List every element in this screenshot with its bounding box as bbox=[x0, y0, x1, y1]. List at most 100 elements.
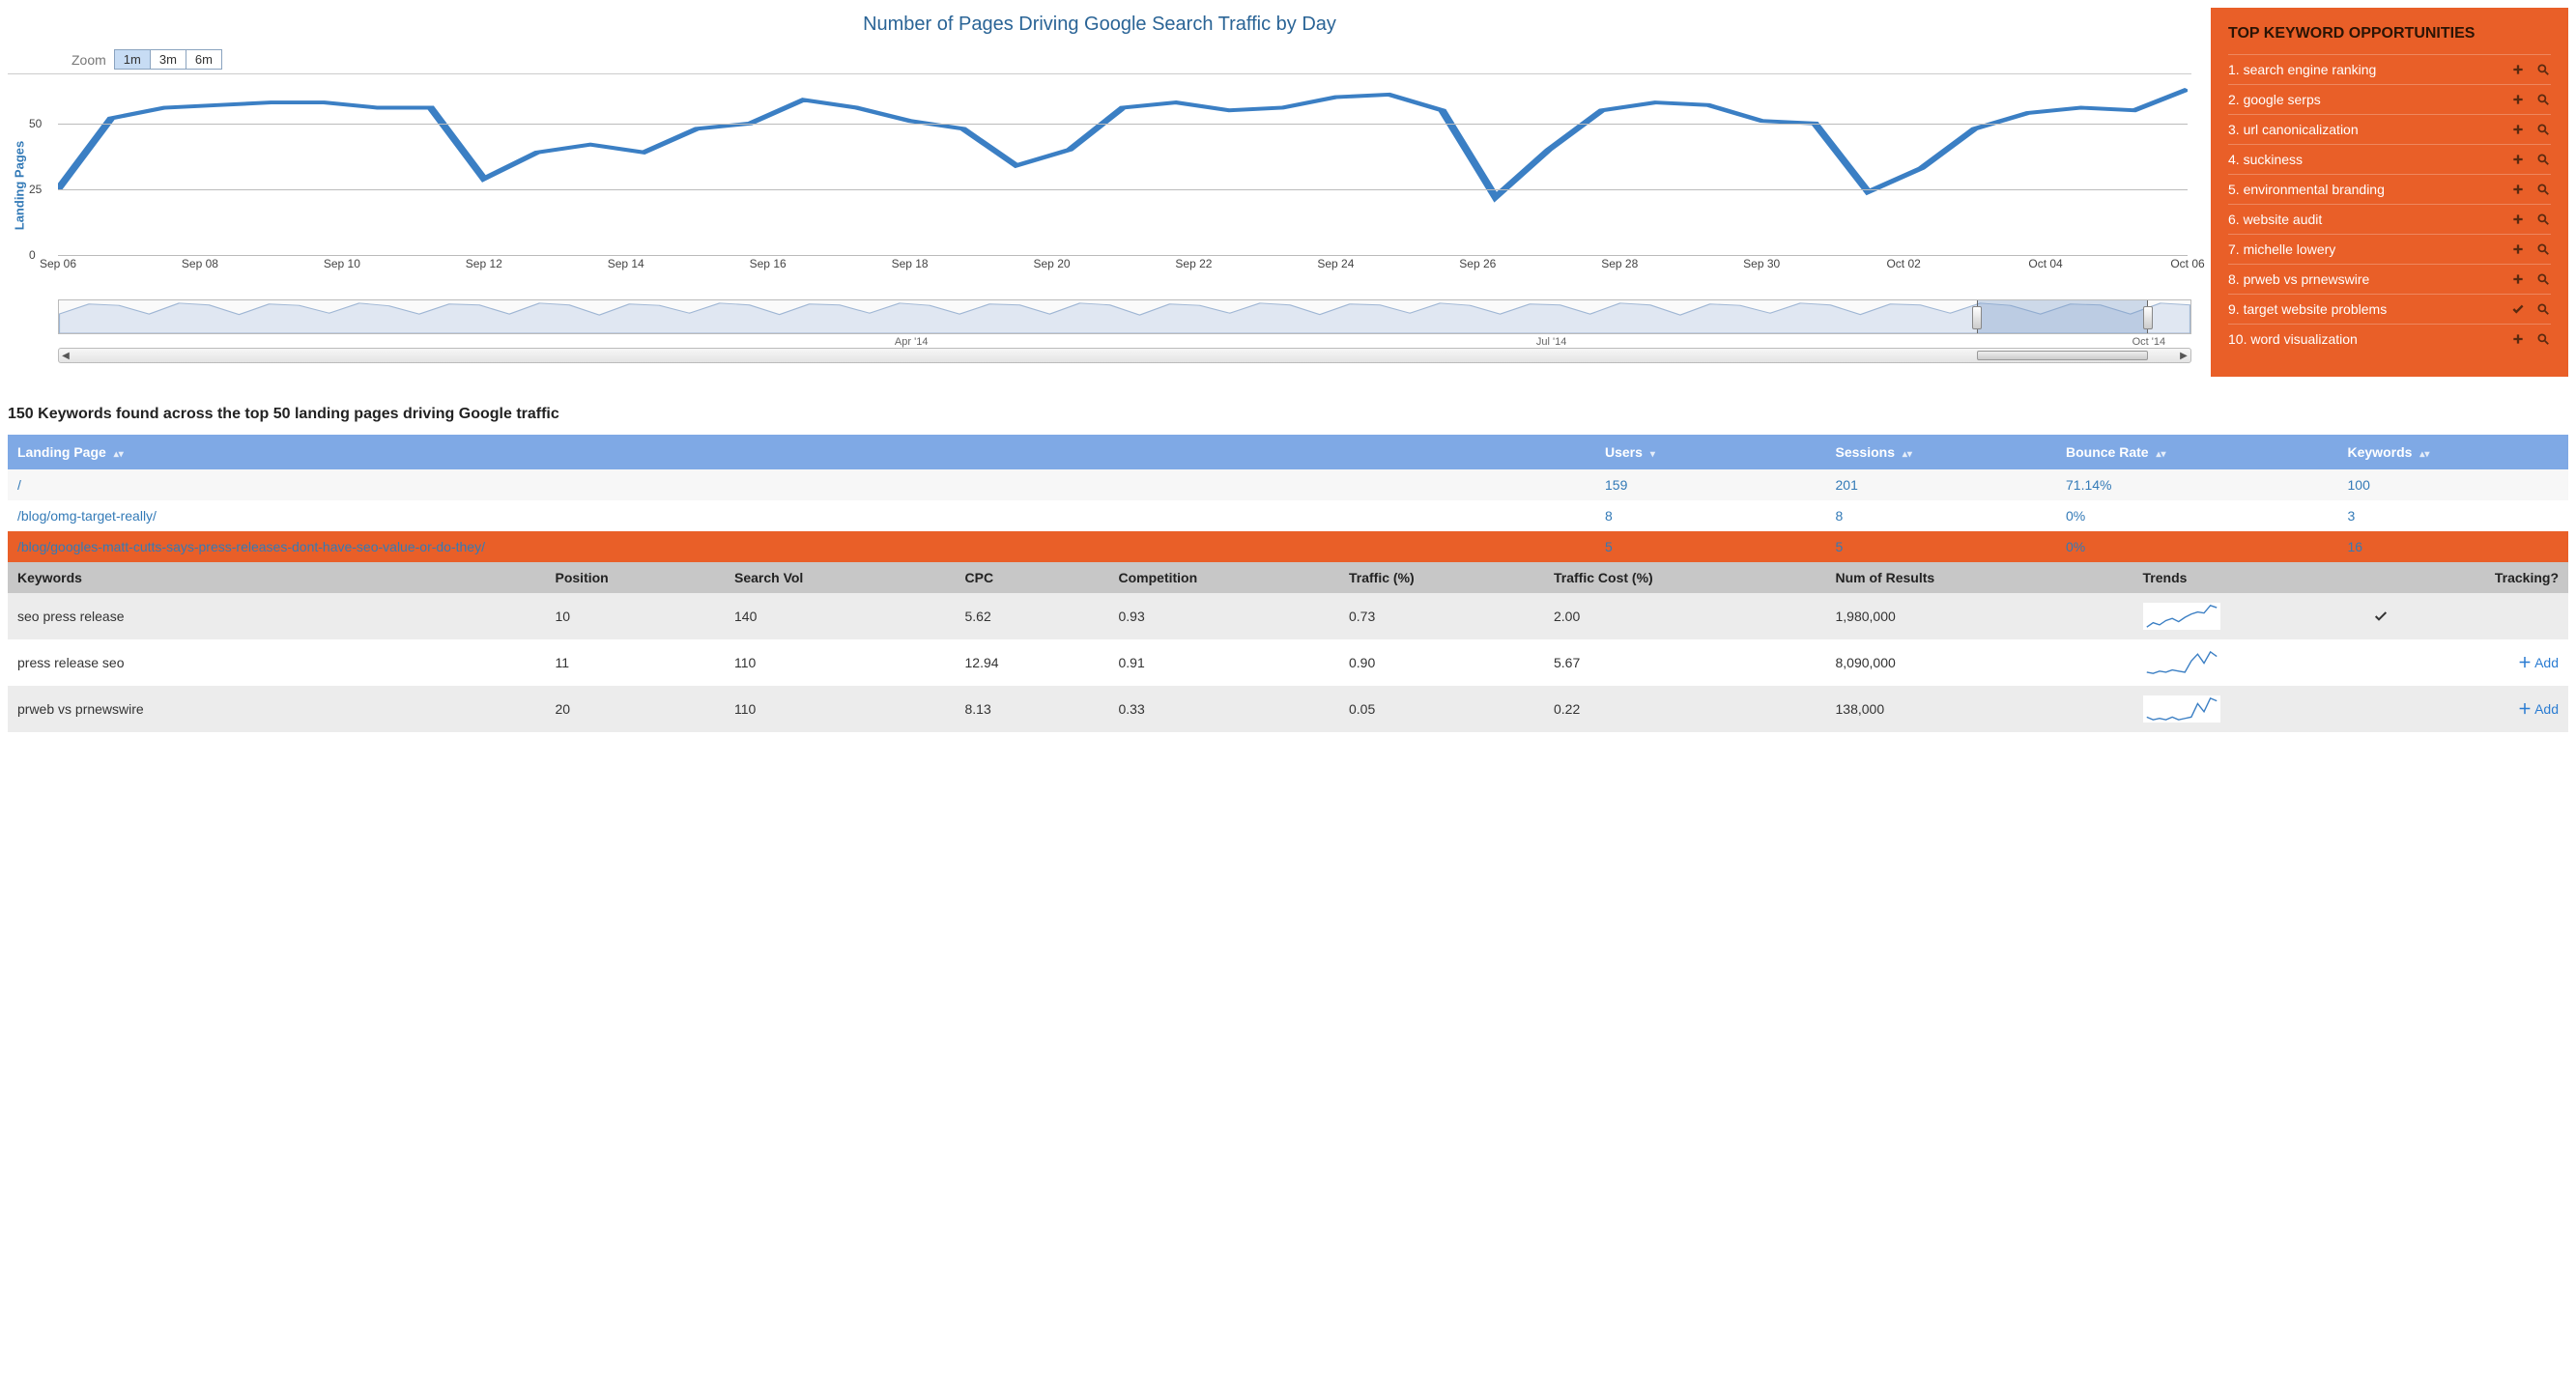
landing-page-row[interactable]: /blog/omg-target-really/880%3 bbox=[8, 500, 2568, 531]
zoom-3m-button[interactable]: 3m bbox=[151, 50, 186, 69]
kw-column-header[interactable]: CPC bbox=[956, 562, 1109, 593]
lp-cell[interactable]: /blog/googles-matt-cutts-says-press-rele… bbox=[8, 531, 1595, 562]
lp-column-header[interactable]: Landing Page ▴▾ bbox=[8, 435, 1595, 469]
navigator-label: Oct '14 bbox=[2132, 336, 2166, 348]
x-tick-label: Oct 02 bbox=[1886, 257, 1920, 270]
kw-cell-competition: 0.93 bbox=[1109, 593, 1340, 639]
add-tracking-button[interactable]: ＋ Add bbox=[2373, 653, 2559, 672]
scroll-right-icon[interactable]: ▶ bbox=[2177, 351, 2190, 361]
opportunity-item[interactable]: 1. search engine ranking bbox=[2228, 54, 2551, 84]
keywords-table: KeywordsPositionSearch VolCPCCompetition… bbox=[8, 562, 2568, 732]
add-tracking-button[interactable]: ＋ Add bbox=[2373, 699, 2559, 719]
chart-plot-area[interactable]: 02550 bbox=[58, 84, 2188, 255]
lp-column-header[interactable]: Users ▾ bbox=[1595, 435, 1826, 469]
kw-cell-search-vol: 110 bbox=[725, 639, 956, 686]
chart-panel: Number of Pages Driving Google Search Tr… bbox=[8, 8, 2191, 377]
kw-column-header[interactable]: Trends bbox=[2133, 562, 2364, 593]
opportunity-item[interactable]: 9. target website problems bbox=[2228, 294, 2551, 324]
kw-column-header[interactable]: Keywords bbox=[8, 562, 546, 593]
kw-column-header[interactable]: Traffic (%) bbox=[1339, 562, 1544, 593]
kw-cell-tracking[interactable] bbox=[2363, 593, 2568, 639]
lp-cell: 5 bbox=[1595, 531, 1826, 562]
opportunity-item[interactable]: 3. url canonicalization bbox=[2228, 114, 2551, 144]
lp-cell[interactable]: /blog/omg-target-really/ bbox=[8, 500, 1595, 531]
kw-cell-traffic-cost: 2.00 bbox=[1544, 593, 1826, 639]
kw-cell-tracking[interactable]: ＋ Add bbox=[2363, 639, 2568, 686]
search-icon[interactable] bbox=[2535, 301, 2551, 317]
kw-column-header[interactable]: Traffic Cost (%) bbox=[1544, 562, 1826, 593]
keyword-row: prweb vs prnewswire201108.130.330.050.22… bbox=[8, 686, 2568, 732]
search-icon[interactable] bbox=[2535, 122, 2551, 137]
search-icon[interactable] bbox=[2535, 182, 2551, 197]
chart-navigator[interactable]: Apr '14Jul '14Oct '14 ◀ ▶ bbox=[58, 299, 2191, 357]
plus-icon[interactable] bbox=[2510, 92, 2526, 107]
navigator-handle-right[interactable] bbox=[2143, 306, 2153, 329]
landing-page-row[interactable]: /blog/googles-matt-cutts-says-press-rele… bbox=[8, 531, 2568, 562]
lp-column-header[interactable]: Keywords ▴▾ bbox=[2338, 435, 2569, 469]
opportunity-item[interactable]: 5. environmental branding bbox=[2228, 174, 2551, 204]
kw-cell-traffic: 0.90 bbox=[1339, 639, 1544, 686]
opportunity-item[interactable]: 2. google serps bbox=[2228, 84, 2551, 114]
landing-pages-header-row: Landing Page ▴▾Users ▾Sessions ▴▾Bounce … bbox=[8, 435, 2568, 469]
plus-icon[interactable] bbox=[2510, 271, 2526, 287]
search-icon[interactable] bbox=[2535, 152, 2551, 167]
y-tick-label: 25 bbox=[29, 183, 42, 196]
opportunity-label: 1. search engine ranking bbox=[2228, 62, 2503, 77]
navigator-scrollbar-thumb[interactable] bbox=[1977, 351, 2147, 360]
opportunity-label: 5. environmental branding bbox=[2228, 182, 2503, 197]
zoom-button-group: 1m3m6m bbox=[114, 49, 222, 70]
kw-column-header[interactable]: Competition bbox=[1109, 562, 1340, 593]
opportunity-label: 7. michelle lowery bbox=[2228, 241, 2503, 257]
navigator-handle-left[interactable] bbox=[1972, 306, 1982, 329]
search-icon[interactable] bbox=[2535, 331, 2551, 347]
plus-icon[interactable] bbox=[2510, 152, 2526, 167]
search-icon[interactable] bbox=[2535, 62, 2551, 77]
x-tick-label: Sep 12 bbox=[466, 257, 502, 270]
lp-cell: 3 bbox=[2338, 500, 2569, 531]
plus-icon[interactable] bbox=[2510, 331, 2526, 347]
lp-column-header[interactable]: Bounce Rate ▴▾ bbox=[2056, 435, 2338, 469]
x-tick-label: Sep 10 bbox=[324, 257, 360, 270]
kw-cell-tracking[interactable]: ＋ Add bbox=[2363, 686, 2568, 732]
kw-column-header[interactable]: Num of Results bbox=[1826, 562, 2133, 593]
opportunity-item[interactable]: 7. michelle lowery bbox=[2228, 234, 2551, 264]
lp-column-header[interactable]: Sessions ▴▾ bbox=[1826, 435, 2057, 469]
plus-icon[interactable] bbox=[2510, 241, 2526, 257]
search-icon[interactable] bbox=[2535, 212, 2551, 227]
lp-cell[interactable]: / bbox=[8, 469, 1595, 500]
plus-icon[interactable] bbox=[2510, 62, 2526, 77]
kw-cell-cpc: 5.62 bbox=[956, 593, 1109, 639]
opportunities-title: TOP KEYWORD OPPORTUNITIES bbox=[2228, 25, 2551, 43]
navigator-selection[interactable] bbox=[1977, 300, 2147, 334]
opportunity-item[interactable]: 6. website audit bbox=[2228, 204, 2551, 234]
lp-cell: 8 bbox=[1826, 500, 2057, 531]
plus-icon[interactable] bbox=[2510, 212, 2526, 227]
plus-icon[interactable] bbox=[2510, 182, 2526, 197]
landing-page-row[interactable]: /15920171.14%100 bbox=[8, 469, 2568, 500]
opportunity-item[interactable]: 8. prweb vs prnewswire bbox=[2228, 264, 2551, 294]
kw-cell-keyword: seo press release bbox=[8, 593, 546, 639]
kw-column-header[interactable]: Search Vol bbox=[725, 562, 956, 593]
navigator-scrollbar[interactable]: ◀ ▶ bbox=[58, 348, 2191, 363]
opportunity-item[interactable]: 4. suckiness bbox=[2228, 144, 2551, 174]
keywords-header-row: KeywordsPositionSearch VolCPCCompetition… bbox=[8, 562, 2568, 593]
kw-column-header[interactable]: Position bbox=[546, 562, 726, 593]
zoom-controls: Zoom 1m3m6m bbox=[8, 49, 2191, 70]
opportunity-item[interactable]: 10. word visualization bbox=[2228, 324, 2551, 354]
kw-column-header[interactable]: Tracking? bbox=[2363, 562, 2568, 593]
navigator-label: Jul '14 bbox=[1536, 336, 1566, 348]
search-icon[interactable] bbox=[2535, 271, 2551, 287]
navigator-plot[interactable] bbox=[58, 299, 2191, 334]
lp-cell: 8 bbox=[1595, 500, 1826, 531]
check-icon[interactable] bbox=[2510, 301, 2526, 317]
kw-cell-trend bbox=[2133, 686, 2364, 732]
search-icon[interactable] bbox=[2535, 92, 2551, 107]
plus-icon[interactable] bbox=[2510, 122, 2526, 137]
search-icon[interactable] bbox=[2535, 241, 2551, 257]
scroll-left-icon[interactable]: ◀ bbox=[59, 351, 72, 361]
zoom-1m-button[interactable]: 1m bbox=[115, 50, 151, 69]
opportunity-label: 3. url canonicalization bbox=[2228, 122, 2503, 137]
lp-cell: 201 bbox=[1826, 469, 2057, 500]
zoom-6m-button[interactable]: 6m bbox=[186, 50, 221, 69]
kw-cell-cpc: 8.13 bbox=[956, 686, 1109, 732]
